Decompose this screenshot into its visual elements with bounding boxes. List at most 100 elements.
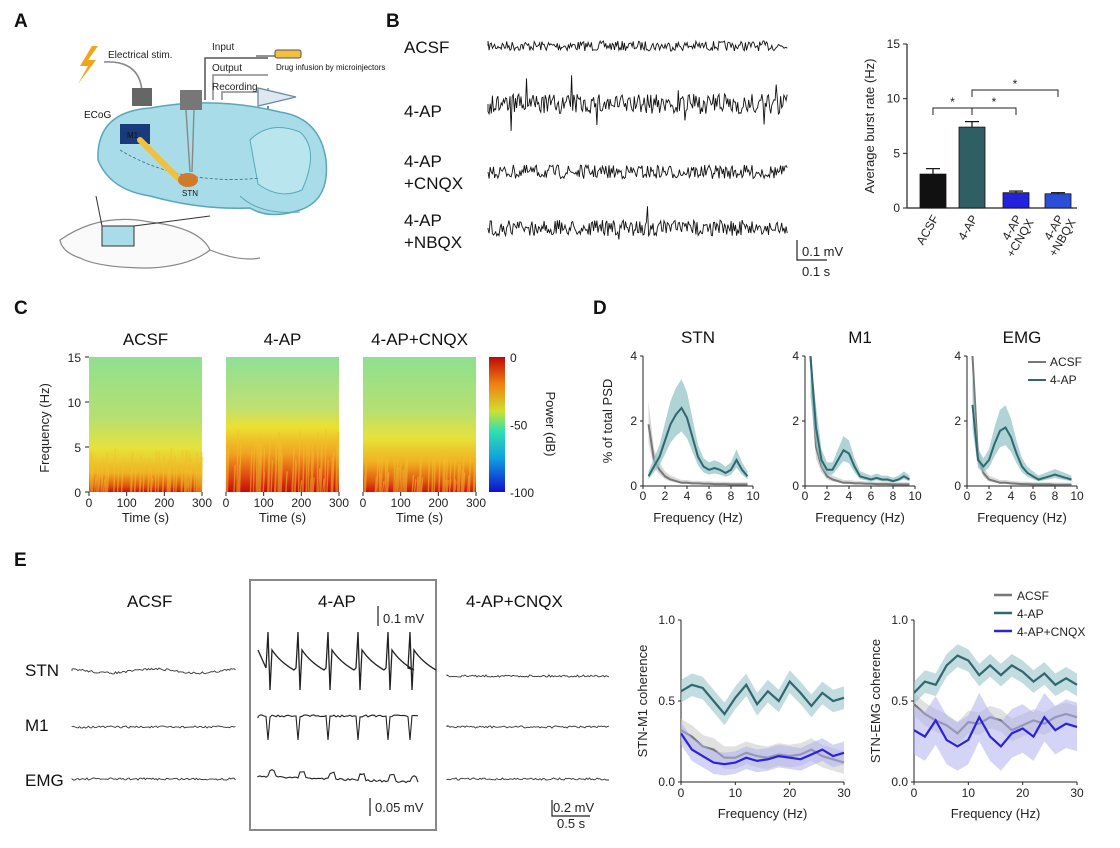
- e-scale-top-label: 0.1 mV: [383, 611, 425, 626]
- d-xtick-label: 8: [1052, 489, 1059, 503]
- output-wire: [212, 74, 268, 100]
- trace-label-4ap-cnqx-2: +CNQX: [404, 174, 463, 193]
- e-coh-legend-label: 4-AP+CNQX: [1017, 625, 1085, 639]
- trace-label-4ap-cnqx-1: 4-AP: [404, 152, 442, 171]
- lightning-icon: [78, 46, 98, 84]
- e-coh-error-band: [914, 644, 1077, 705]
- e-coh-ytick-label: 0.5: [891, 694, 908, 708]
- c-colorbar-tick: 0: [510, 351, 517, 365]
- e-coh-series-line: [913, 714, 1078, 748]
- c-xtick-label: 200: [154, 496, 174, 510]
- b-trace-1: [487, 75, 788, 131]
- e-coh-series-line: [680, 679, 845, 716]
- e-coh-ytick-label: 0.0: [891, 775, 908, 789]
- d-legend-label: ACSF: [1050, 355, 1082, 369]
- d-ytick-label: 2: [792, 414, 799, 428]
- d-xlabel: Frequency (Hz): [977, 510, 1067, 525]
- d-error-band: [648, 379, 748, 480]
- stn-label: STN: [182, 189, 198, 198]
- c-xtick-label: 100: [391, 496, 411, 510]
- c-colorbar-label: Power (dB): [543, 391, 558, 456]
- d-ytick-label: 2: [630, 414, 637, 428]
- d-xtick-label: 4: [846, 489, 853, 503]
- b-ytick-label: 5: [893, 146, 900, 160]
- panel-label-d: D: [593, 298, 607, 319]
- panel-label-c: C: [14, 298, 28, 319]
- b-bar: [1044, 193, 1072, 209]
- c-ytick-label: 0: [74, 486, 81, 500]
- trace-label-4ap-nbqx-1: 4-AP: [404, 211, 442, 230]
- e-coh-xtick-label: 10: [729, 786, 743, 800]
- stim-cable: [103, 61, 143, 93]
- d-series-line: [971, 355, 1072, 486]
- input-wire: [204, 57, 268, 100]
- d-ytick-label: 2: [954, 414, 961, 428]
- d-ylabel: % of total PSD: [600, 379, 615, 464]
- m1-label: M1: [127, 131, 139, 140]
- stn-region: [178, 173, 198, 187]
- d-error-band: [972, 374, 1072, 482]
- e-coh-xtick-label: 30: [1070, 786, 1084, 800]
- electrical-stim-label: Electrical stim.: [108, 50, 172, 61]
- mouse-tail: [209, 249, 261, 260]
- trace-label-4ap: 4-AP: [404, 102, 442, 121]
- panel-a-schematic: Electrical stim. Input Output Recording …: [59, 42, 385, 269]
- b-ytick-label: 0: [893, 201, 900, 215]
- trace-label-4ap-nbqx-2: +NBQX: [404, 233, 462, 252]
- d-xtick-label: 0: [964, 489, 971, 503]
- c-xtick-label: 200: [428, 496, 448, 510]
- e-coh-error-band: [914, 692, 1077, 771]
- b-bar: [919, 173, 947, 209]
- d-xtick-label: 2: [986, 489, 993, 503]
- e-coh-ytick-label: 0.0: [658, 775, 675, 789]
- d-ytick-label: 4: [954, 349, 961, 363]
- e-flat-trace: [446, 725, 610, 729]
- d-ytick-label: 0: [792, 479, 799, 493]
- panel-b-traces: ACSF 4-AP 4-AP +CNQX 4-AP +NBQX 0.1 mV 0…: [404, 38, 844, 279]
- d-xtick-label: 8: [890, 489, 897, 503]
- brainstem-line: [239, 195, 301, 213]
- d-ytick-label: 4: [630, 349, 637, 363]
- e-flat-trace: [446, 777, 609, 781]
- e-coh-error-band: [681, 722, 844, 776]
- c-xtick-label: 200: [291, 496, 311, 510]
- recording-electrode: [180, 90, 202, 110]
- c-xtick-label: 100: [254, 496, 274, 510]
- d-xtick-label: 0: [640, 489, 647, 503]
- d-xtick-label: 4: [1008, 489, 1015, 503]
- b-bar: [1002, 192, 1030, 209]
- c-spectrogram-texture: [363, 447, 477, 493]
- c-xtick-label: 0: [360, 496, 367, 510]
- d-ytick-label: 0: [954, 479, 961, 493]
- c-ytick-label: 5: [74, 441, 81, 455]
- e-4ap-stn-trace: [257, 631, 437, 691]
- d-series-line: [647, 424, 748, 486]
- mouse-outline: [59, 218, 211, 269]
- e-coh-xlabel: Frequency (Hz): [951, 806, 1041, 821]
- e-coh-legend-label: 4-AP: [1017, 607, 1044, 621]
- b-sig-line-2: [971, 107, 1017, 115]
- e-row-stn: STN: [25, 661, 59, 680]
- c-spectrogram-texture: [89, 447, 204, 493]
- e-coh-xlabel: Frequency (Hz): [718, 806, 808, 821]
- d-xtick-label: 10: [1070, 489, 1084, 503]
- b-trace-3: [487, 206, 788, 240]
- c-xlabel: Time (s): [396, 510, 443, 525]
- panel-label-e: E: [14, 550, 27, 571]
- b-sig-star: *: [992, 95, 997, 109]
- c-colorbar-tick: -50: [510, 419, 528, 433]
- c-colorbar-tick: -100: [510, 486, 534, 500]
- cerebellum: [249, 127, 311, 195]
- c-xtick-label: 0: [223, 496, 230, 510]
- c-xtick-label: 300: [466, 496, 486, 510]
- e-4ap-highlight-box: [249, 579, 437, 831]
- d-xtick-label: 10: [908, 489, 922, 503]
- ecog-label: ECoG: [84, 110, 111, 121]
- d-legend-label: 4-AP: [1050, 373, 1077, 387]
- c-spectrogram-image: [89, 357, 202, 492]
- d-error-band: [810, 356, 910, 483]
- e-coh-series-line: [680, 732, 845, 766]
- c-xlabel: Time (s): [122, 510, 169, 525]
